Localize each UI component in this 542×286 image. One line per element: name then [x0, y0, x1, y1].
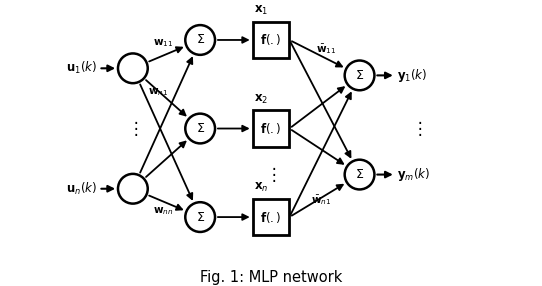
Circle shape — [185, 25, 215, 55]
Bar — [253, 110, 289, 147]
Text: $\mathbf{w}_{n1}$: $\mathbf{w}_{n1}$ — [147, 86, 168, 98]
Text: $\mathbf{y}_1(k)$: $\mathbf{y}_1(k)$ — [397, 67, 428, 84]
Text: Fig. 1: MLP network: Fig. 1: MLP network — [200, 270, 342, 285]
Text: $\mathbf{f}(.)$: $\mathbf{f}(.)$ — [260, 121, 282, 136]
Text: $\mathbf{u}_n(k)$: $\mathbf{u}_n(k)$ — [66, 181, 96, 197]
Text: $\Sigma$: $\Sigma$ — [355, 69, 364, 82]
Bar — [253, 199, 289, 235]
Text: $\bar{\mathbf{w}}_{11}$: $\bar{\mathbf{w}}_{11}$ — [316, 42, 337, 56]
Text: $\mathbf{x}_1$: $\mathbf{x}_1$ — [254, 4, 268, 17]
Text: $\Sigma$: $\Sigma$ — [196, 33, 205, 46]
Text: $\mathbf{y}_m(k)$: $\mathbf{y}_m(k)$ — [397, 166, 430, 183]
Text: $\mathbf{u}_1(k)$: $\mathbf{u}_1(k)$ — [66, 60, 96, 76]
Bar — [253, 21, 289, 58]
Text: $\bar{\mathbf{w}}_{n1}$: $\bar{\mathbf{w}}_{n1}$ — [311, 193, 331, 207]
Circle shape — [118, 174, 148, 204]
Circle shape — [345, 160, 375, 189]
Text: $\mathbf{w}_{nn}$: $\mathbf{w}_{nn}$ — [153, 206, 173, 217]
Text: $\mathbf{x}_2$: $\mathbf{x}_2$ — [254, 93, 268, 106]
Circle shape — [185, 114, 215, 143]
Text: $\mathbf{f}(.)$: $\mathbf{f}(.)$ — [260, 210, 282, 225]
Text: $\Sigma$: $\Sigma$ — [196, 122, 205, 135]
Text: $\mathbf{x}_n$: $\mathbf{x}_n$ — [254, 181, 269, 194]
Text: $\Sigma$: $\Sigma$ — [355, 168, 364, 181]
Text: $\mathbf{w}_{11}$: $\mathbf{w}_{11}$ — [153, 37, 173, 49]
Text: $\mathbf{f}(.)$: $\mathbf{f}(.)$ — [260, 33, 282, 47]
Text: $\vdots$: $\vdots$ — [127, 119, 138, 138]
Circle shape — [185, 202, 215, 232]
Circle shape — [345, 61, 375, 90]
Text: $\vdots$: $\vdots$ — [266, 165, 276, 184]
Circle shape — [118, 53, 148, 83]
Text: $\Sigma$: $\Sigma$ — [196, 210, 205, 224]
Text: $\vdots$: $\vdots$ — [411, 119, 422, 138]
